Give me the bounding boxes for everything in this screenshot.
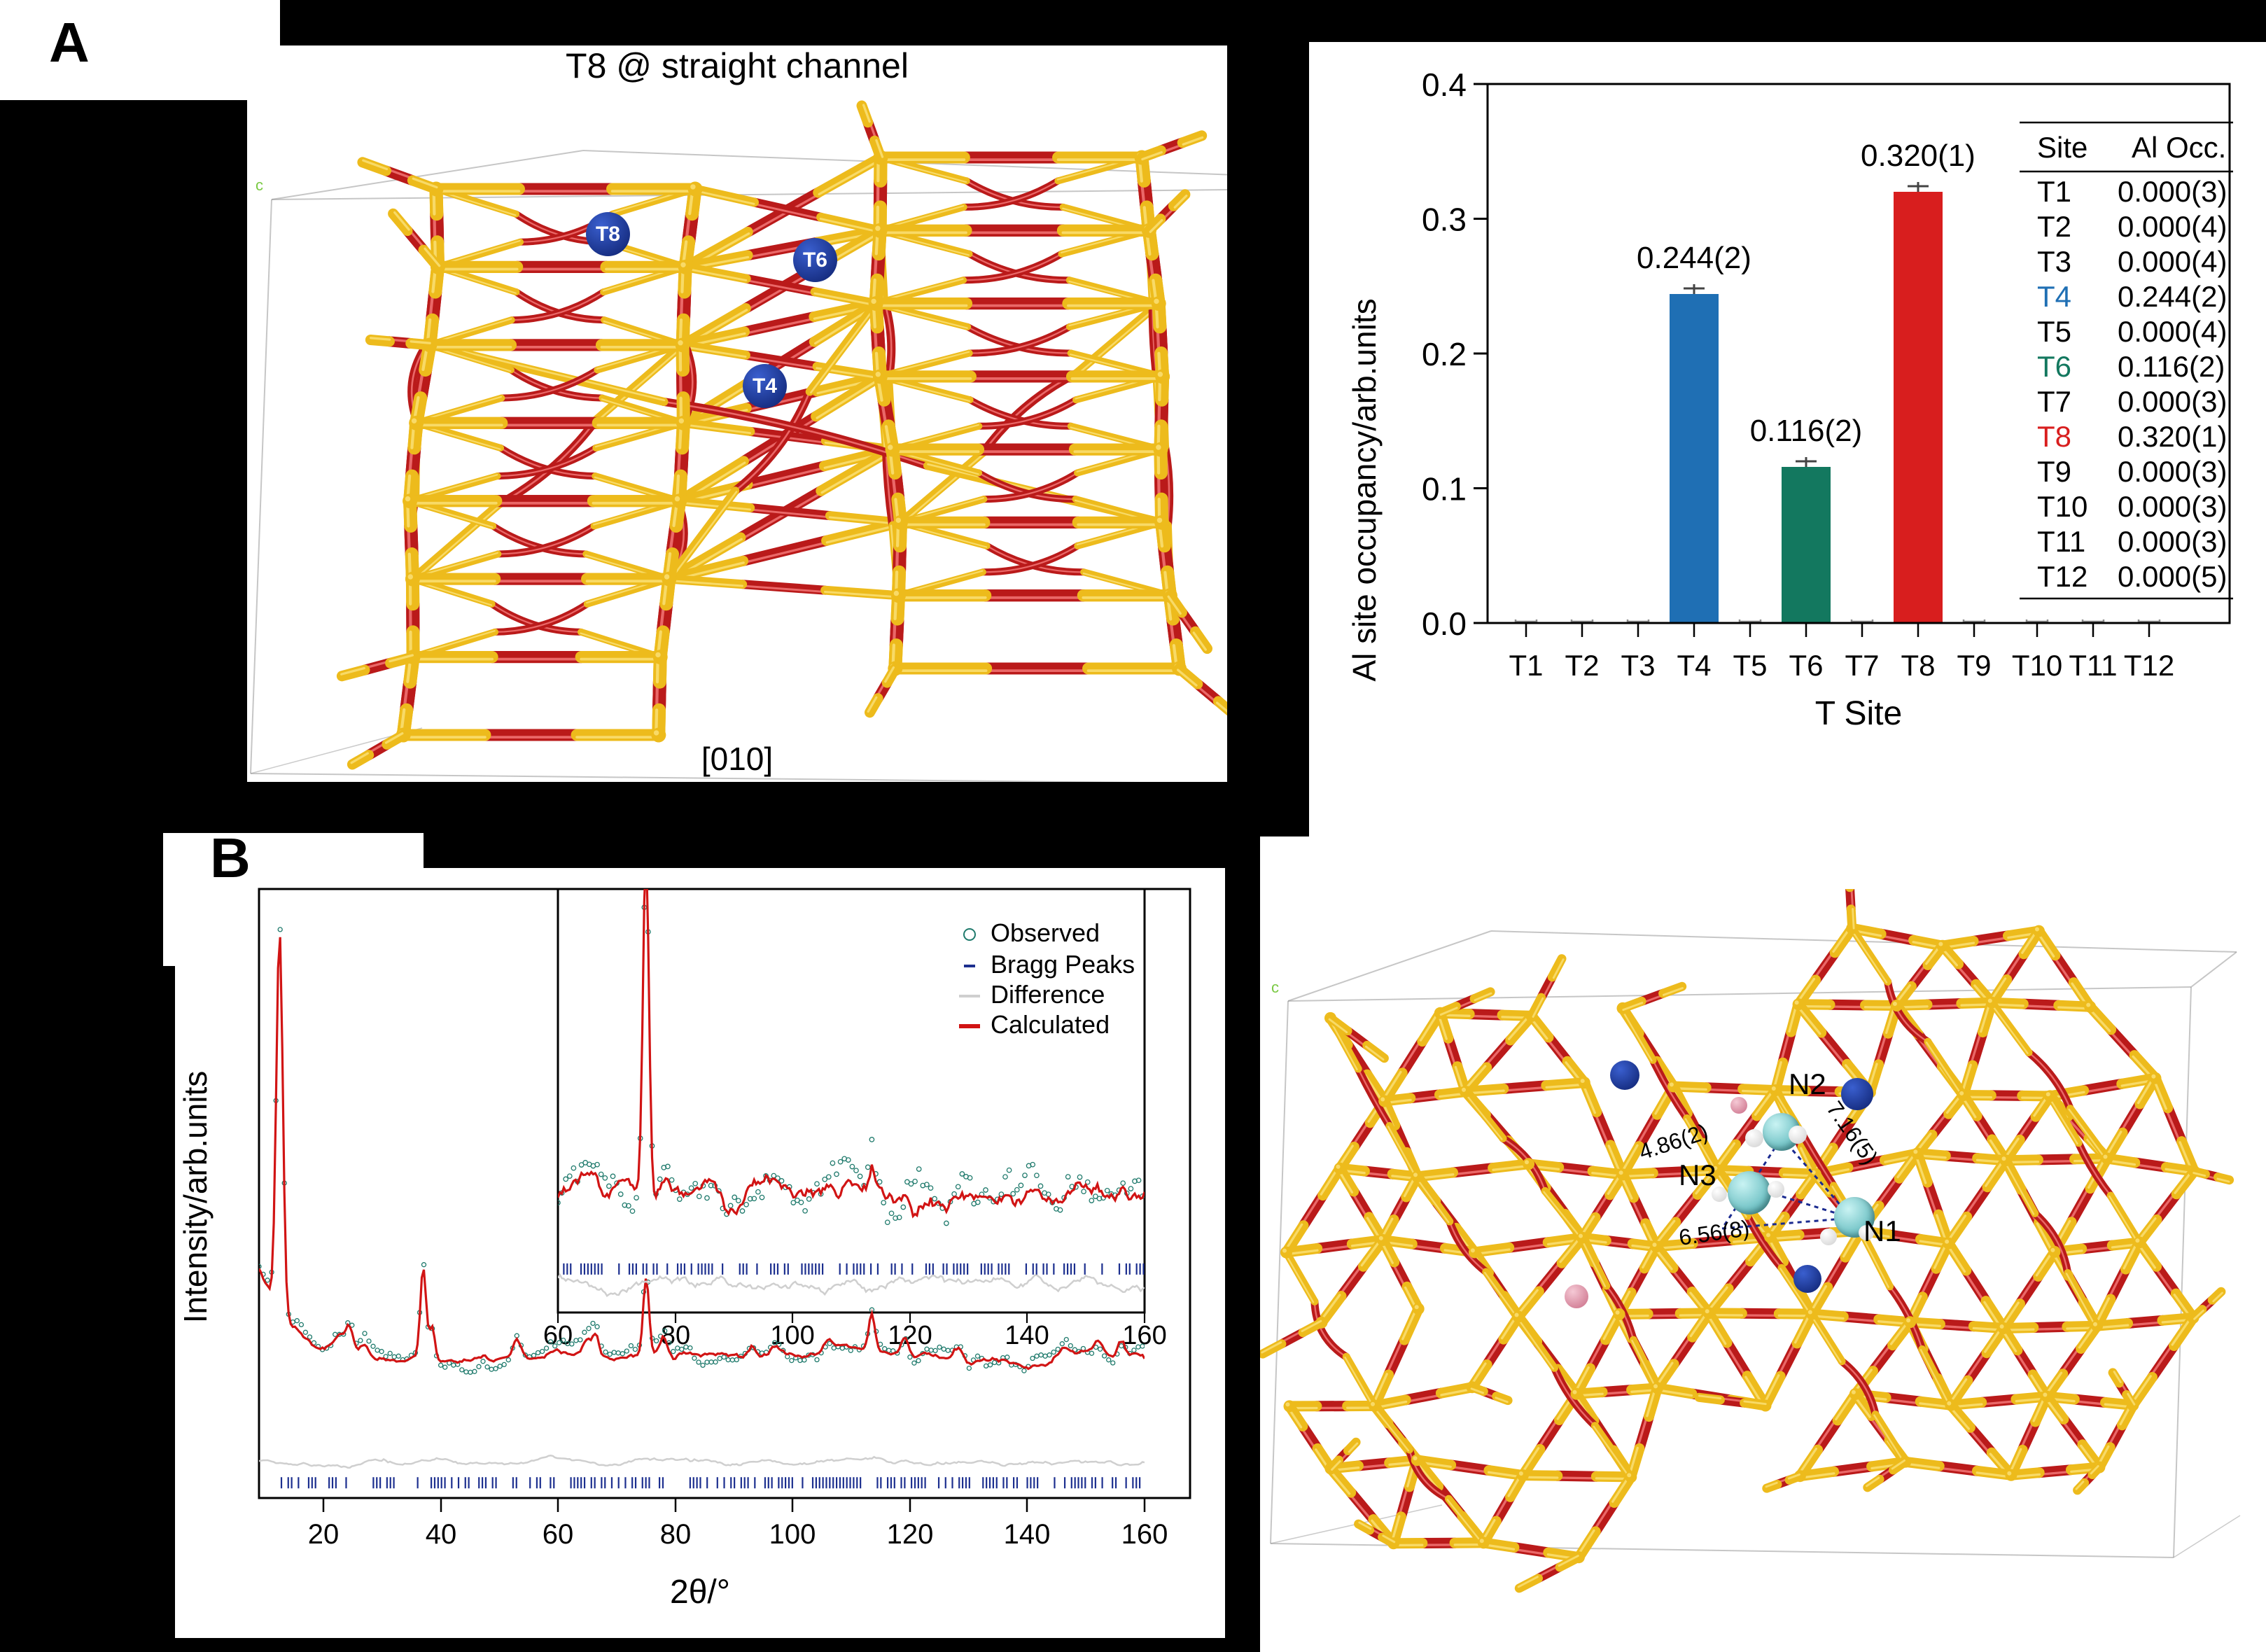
svg-text:T12: T12	[2124, 649, 2174, 682]
svg-text:20: 20	[308, 1519, 340, 1550]
svg-text:T2: T2	[2037, 210, 2071, 243]
svg-text:T9: T9	[1957, 649, 1991, 682]
svg-text:T3: T3	[1621, 649, 1655, 682]
svg-text:Al Occ.: Al Occ.	[2132, 131, 2226, 164]
svg-text:0.000(4): 0.000(4)	[2118, 315, 2227, 348]
svg-text:100: 100	[769, 1519, 816, 1550]
svg-text:80: 80	[661, 1321, 690, 1350]
svg-text:T4: T4	[1677, 649, 1711, 682]
svg-text:0.116(2): 0.116(2)	[1750, 414, 1863, 448]
svg-text:Al site occupancy/arb.units: Al site occupancy/arb.units	[1346, 298, 1383, 681]
svg-text:0.000(3): 0.000(3)	[2118, 455, 2227, 488]
svg-text:0.4: 0.4	[1422, 66, 1467, 103]
svg-text:T5: T5	[2037, 315, 2071, 348]
svg-text:140: 140	[1005, 1321, 1049, 1350]
svg-text:T6: T6	[1789, 649, 1823, 682]
svg-text:120: 120	[887, 1519, 934, 1550]
svg-text:60: 60	[543, 1519, 574, 1550]
svg-text:Observed: Observed	[991, 918, 1100, 947]
svg-text:Difference: Difference	[991, 980, 1105, 1009]
svg-text:c: c	[256, 176, 263, 194]
svg-text:T6: T6	[2037, 350, 2071, 383]
svg-text:T10: T10	[2037, 490, 2087, 523]
svg-text:T9: T9	[2037, 455, 2071, 488]
svg-text:140: 140	[1004, 1519, 1051, 1550]
svg-text:0.000(5): 0.000(5)	[2118, 560, 2227, 593]
svg-text:T1: T1	[2037, 175, 2071, 208]
svg-text:T10: T10	[2012, 649, 2062, 682]
svg-text:0.320(1): 0.320(1)	[1861, 139, 1975, 173]
svg-text:Bragg Peaks: Bragg Peaks	[991, 950, 1135, 979]
svg-text:T8: T8	[1901, 649, 1935, 682]
svg-text:0.3: 0.3	[1422, 202, 1467, 238]
svg-text:T11: T11	[2069, 649, 2117, 682]
svg-text:2θ/°: 2θ/°	[670, 1574, 730, 1611]
svg-text:0.000(3): 0.000(3)	[2118, 385, 2227, 418]
svg-text:0.000(3): 0.000(3)	[2118, 490, 2227, 523]
svg-text:T7: T7	[1845, 649, 1879, 682]
svg-text:0.2: 0.2	[1422, 336, 1467, 372]
svg-text:0.000(4): 0.000(4)	[2118, 210, 2227, 243]
svg-text:T1: T1	[1509, 649, 1543, 682]
svg-text:T2: T2	[1565, 649, 1599, 682]
svg-text:120: 120	[888, 1321, 932, 1350]
svg-text:T4: T4	[2037, 280, 2071, 313]
svg-text:0.000(3): 0.000(3)	[2118, 175, 2227, 208]
svg-text:0.116(2): 0.116(2)	[2118, 350, 2225, 383]
svg-text:T3: T3	[2037, 245, 2071, 278]
svg-text:0.244(2): 0.244(2)	[2118, 280, 2227, 313]
svg-text:0.000(4): 0.000(4)	[2118, 245, 2227, 278]
svg-text:Calculated: Calculated	[991, 1010, 1110, 1039]
svg-text:80: 80	[660, 1519, 692, 1550]
svg-text:T11: T11	[2037, 525, 2085, 558]
svg-text:0.320(1): 0.320(1)	[2118, 420, 2227, 453]
svg-text:Site: Site	[2037, 131, 2087, 164]
svg-text:T5: T5	[1733, 649, 1767, 682]
svg-text:0.0: 0.0	[1422, 606, 1467, 642]
svg-text:T7: T7	[2037, 385, 2071, 418]
svg-text:40: 40	[426, 1519, 457, 1550]
svg-text:160: 160	[1121, 1519, 1168, 1550]
svg-text:T Site: T Site	[1815, 695, 1903, 732]
svg-text:0.000(3): 0.000(3)	[2118, 525, 2227, 558]
svg-text:0.1: 0.1	[1422, 471, 1467, 507]
svg-text:0.244(2): 0.244(2)	[1637, 241, 1751, 275]
svg-text:T12: T12	[2037, 560, 2087, 593]
svg-text:Intensity/arb.units: Intensity/arb.units	[177, 1071, 214, 1324]
svg-text:T8: T8	[2037, 420, 2071, 453]
